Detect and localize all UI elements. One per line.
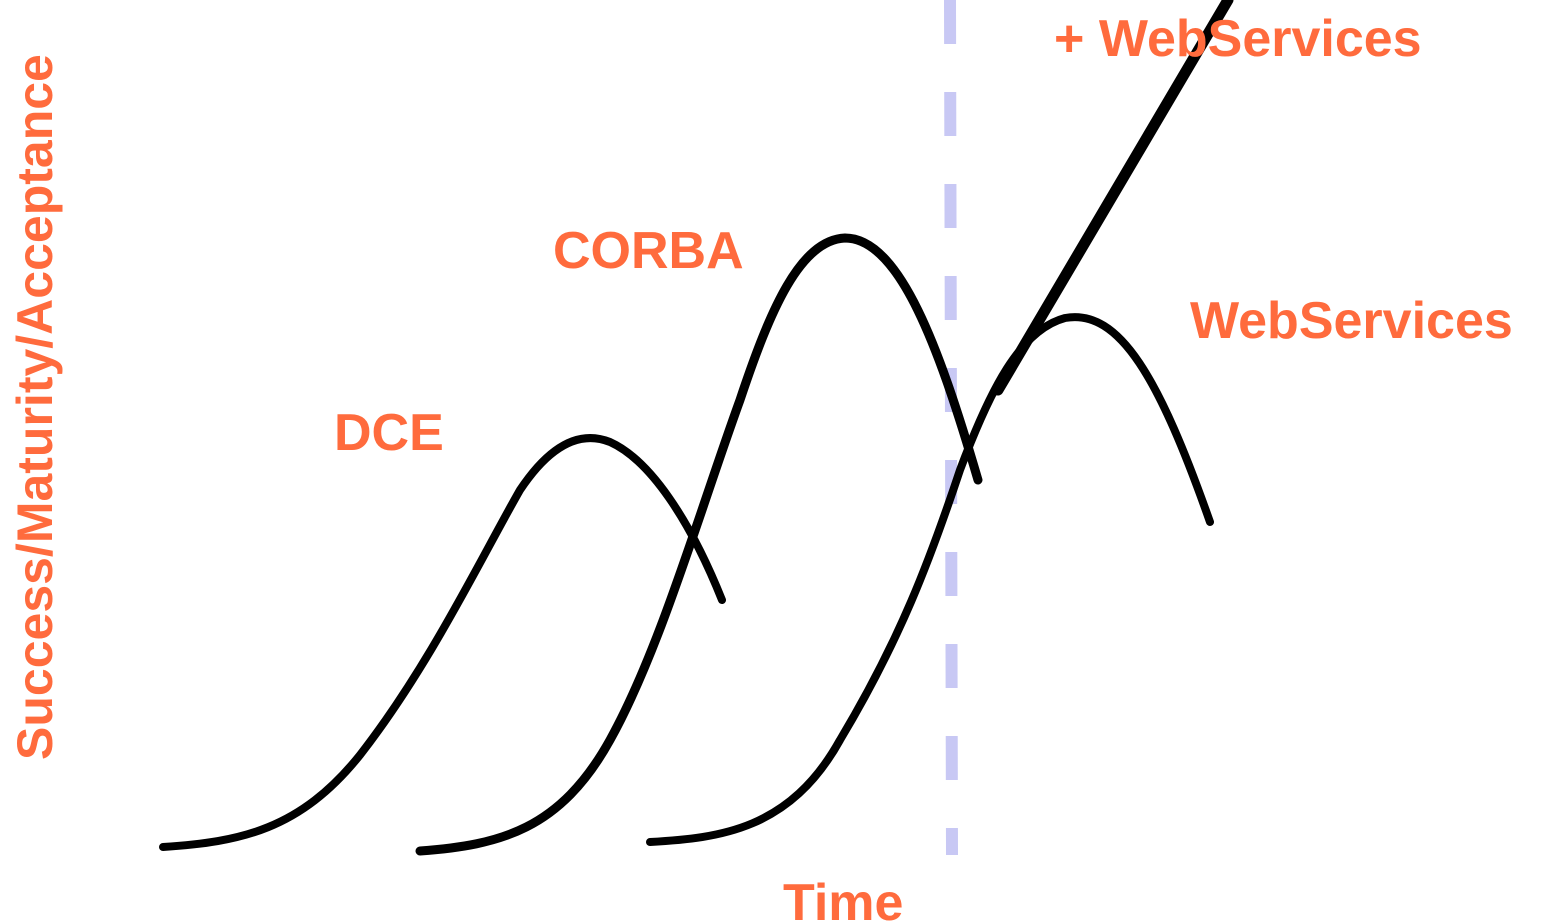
- dce-label: DCE: [334, 404, 444, 462]
- plus-webservices-label: + WebServices: [1054, 10, 1422, 68]
- y-axis-label: Success/Maturity/Acceptance: [7, 54, 63, 760]
- corba-label: CORBA: [553, 222, 744, 280]
- plus-webservices-line: [992, 0, 1234, 396]
- webservices-label: WebServices: [1190, 292, 1513, 350]
- dce-curve: [159, 434, 726, 851]
- corba-curve: [415, 233, 983, 856]
- x-axis-label: Time: [783, 874, 903, 923]
- webservices-curve: [646, 313, 1214, 846]
- now-divider-line: [944, 0, 958, 856]
